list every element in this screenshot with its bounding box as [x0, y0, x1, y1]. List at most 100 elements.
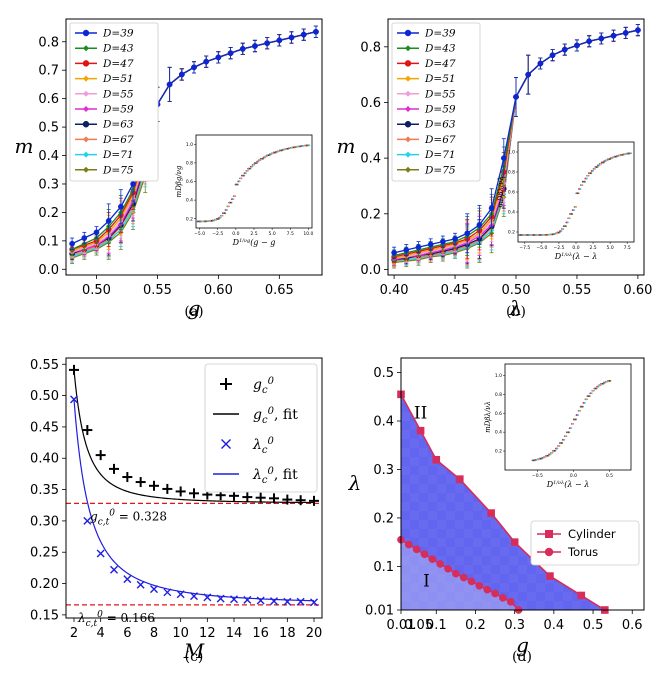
texture-cell [401, 520, 410, 529]
inset-point [585, 177, 588, 180]
texture-cell [572, 601, 581, 610]
inset-point [581, 184, 584, 187]
data-point [464, 230, 471, 237]
inset-point [228, 205, 230, 208]
inset-point [592, 389, 595, 392]
region-ii-fill [401, 394, 605, 610]
texture-cell [428, 493, 437, 502]
legend-label: D=67 [102, 134, 134, 146]
inset-point [598, 164, 601, 167]
texture-cell [491, 448, 500, 457]
texture-cell [581, 484, 590, 493]
inset-xtick-label: 0.0 [232, 231, 239, 237]
gc-point [69, 364, 79, 375]
inset-point [537, 234, 540, 236]
texture-cell [509, 556, 518, 565]
inset-point [274, 151, 277, 154]
inset-xtick-label: −7.5 [519, 245, 530, 251]
lambdac-point [83, 516, 92, 525]
inset-xtick-label: 0.5 [606, 473, 613, 479]
legend-marker [544, 547, 554, 557]
legend-label: D=63 [102, 119, 134, 131]
inset-point [205, 220, 208, 223]
data-point [610, 32, 617, 39]
texture-cell [446, 403, 455, 412]
texture-cell [473, 538, 482, 547]
x-axis-label: g [516, 633, 529, 657]
lambdac-point [70, 395, 78, 404]
d-ytick-label: 0.1 [373, 560, 394, 575]
inset-point [255, 162, 258, 164]
texture-cell [518, 583, 527, 592]
texture-cell [635, 556, 644, 565]
inset-point [558, 445, 561, 447]
inset-ytick-label: 0.4 [508, 210, 515, 216]
texture-cell [455, 358, 464, 367]
texture-cell [464, 457, 473, 466]
texture-cell [491, 538, 500, 547]
panel-caption-d: (d) [512, 649, 532, 665]
legend-marker [404, 120, 412, 128]
legend-box [391, 22, 481, 182]
texture-cell [527, 358, 536, 367]
inset-ytick-label: 1.0 [495, 373, 502, 379]
inset-point [586, 398, 588, 401]
texture-cell [608, 511, 617, 520]
asymptote-label-g: gc,t0 = 0.328 [90, 508, 167, 527]
inset-point [577, 192, 580, 195]
texture-cell [473, 448, 482, 457]
legend-label: D=63 [424, 119, 456, 131]
texture-cell [419, 376, 428, 385]
inset-point [563, 438, 566, 441]
inset-point [249, 167, 252, 170]
texture-cell [455, 376, 464, 385]
legend-label: D=59 [424, 104, 456, 116]
texture-cell [401, 502, 410, 511]
texture-cell [536, 493, 545, 502]
data-point [276, 37, 283, 44]
inset-point [571, 213, 574, 215]
texture-cell [536, 583, 545, 592]
lambdac-point [163, 588, 172, 597]
texture-cell [428, 385, 437, 394]
data-point [105, 218, 112, 224]
inset-ytick-label: 0.2 [508, 230, 515, 236]
main-xtick-label: 0.55 [562, 283, 591, 298]
inset-point [278, 150, 281, 152]
texture-cell [590, 583, 599, 592]
data-point [313, 28, 319, 35]
inset-point [251, 165, 254, 168]
texture-cell [518, 511, 527, 520]
torus-point [404, 540, 413, 549]
texture-cell [518, 601, 527, 610]
texture-cell [464, 385, 473, 394]
main-xtick-label: 0.50 [82, 283, 111, 298]
texture-cell [482, 493, 491, 502]
texture-cell [626, 601, 635, 610]
torus-point [428, 555, 437, 563]
inset-frame [504, 363, 632, 471]
d-ytick-label: 0.2 [373, 511, 394, 526]
inset-point [202, 220, 205, 223]
gc-point [295, 495, 306, 506]
texture-cell [482, 547, 491, 556]
texture-cell [455, 430, 464, 439]
main-ytick-label: 0.6 [360, 96, 381, 111]
texture-cell [617, 592, 626, 601]
data-point [215, 54, 222, 61]
inset-frame [517, 141, 635, 243]
inset-point [535, 459, 538, 461]
texture-cell [446, 421, 455, 430]
texture-cell [500, 565, 509, 574]
texture-cell [545, 502, 554, 511]
inset-point [565, 225, 567, 227]
texture-cell [428, 511, 437, 520]
data-point [622, 30, 629, 36]
legend-label: D=59 [102, 104, 134, 116]
texture-cell [626, 565, 635, 574]
texture-cell [509, 502, 518, 511]
texture-cell [626, 493, 635, 502]
texture-cell [482, 385, 491, 394]
inset-point [276, 150, 279, 153]
main-ytick-label: 0.5 [38, 121, 59, 136]
